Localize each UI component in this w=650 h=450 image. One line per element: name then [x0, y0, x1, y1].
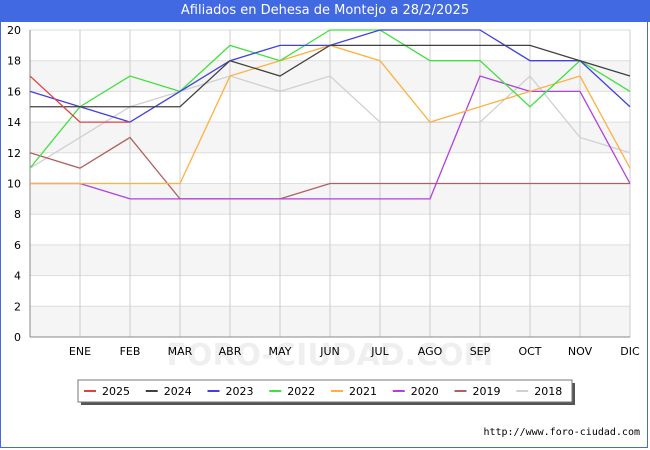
y-tick-label: 18 [7, 55, 21, 68]
series-line-2025 [29, 75, 130, 123]
series-line-2019 [29, 136, 630, 200]
y-tick-label: 20 [7, 24, 21, 37]
legend-label-2022: 2022 [287, 385, 315, 398]
legend-label-2019: 2019 [473, 385, 501, 398]
legend-label-2025: 2025 [102, 385, 130, 398]
legend: 2025 2024 2023 2022 2021 2020 2019 2018 [77, 379, 575, 405]
legend-label-2024: 2024 [164, 385, 192, 398]
x-tick-label: JUL [370, 345, 389, 358]
watermark-text: FORO-CIUDAD.COM [167, 338, 494, 373]
chart-title: Afiliados en Dehesa de Montejo a 28/2/20… [0, 0, 650, 22]
x-tick-label: DIC [620, 345, 640, 358]
y-tick-label: 16 [7, 85, 21, 98]
x-tick-label: MAR [168, 345, 193, 358]
y-tick-label: 8 [14, 208, 21, 221]
x-axis-ticks: ENE FEB MAR ABR MAY JUN JUL AGO SEP OCT NOV DIC [69, 345, 640, 358]
x-tick-label: ABR [219, 345, 242, 358]
y-tick-label: 10 [7, 178, 21, 191]
legend-label-2018: 2018 [534, 385, 562, 398]
y-tick-label: 4 [14, 270, 21, 283]
x-tick-label: JUN [319, 345, 340, 358]
x-tick-label: SEP [470, 345, 491, 358]
x-tick-label: NOV [568, 345, 593, 358]
x-tick-label: AGO [418, 345, 443, 358]
y-tick-label: 0 [14, 331, 21, 344]
legend-label-2021: 2021 [349, 385, 377, 398]
series-line-2024 [30, 44, 631, 108]
grid-lines [29, 29, 631, 338]
y-tick-label: 2 [14, 300, 21, 313]
x-tick-label: MAY [269, 345, 292, 358]
series-line-2022 [29, 29, 631, 169]
legend-label-2023: 2023 [226, 385, 254, 398]
x-tick-label: OCT [518, 345, 541, 358]
y-axis-ticks: 0 2 4 6 8 10 12 14 16 18 20 [7, 24, 21, 344]
legend-box [77, 379, 573, 403]
x-tick-label: ENE [69, 345, 91, 358]
x-tick-label: FEB [120, 345, 141, 358]
series-lines [29, 29, 631, 200]
y-tick-label: 12 [7, 147, 21, 160]
legend-label-2020: 2020 [411, 385, 439, 398]
y-tick-label: 6 [14, 239, 21, 252]
y-tick-label: 14 [7, 116, 21, 129]
source-url: http://www.foro-ciudad.com [483, 427, 640, 438]
